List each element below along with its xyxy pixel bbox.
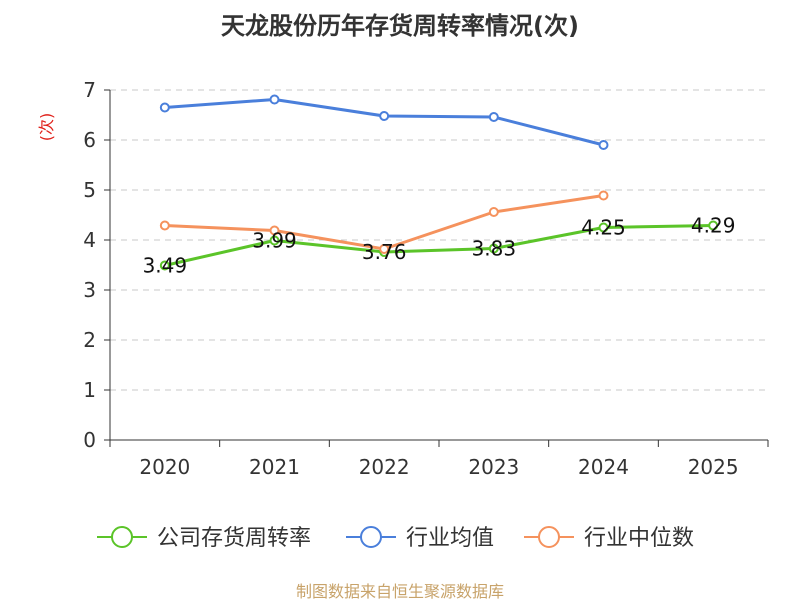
y-axis-label-group: (次) (37, 113, 56, 142)
x-tick-label: 2025 (688, 455, 739, 479)
data-label: 3.99 (252, 229, 297, 253)
y-tick-label: 5 (83, 178, 96, 202)
data-point (269, 94, 280, 105)
y-tick-label: 0 (83, 428, 96, 452)
data-label: 4.29 (691, 214, 736, 238)
y-tick-label: 1 (83, 378, 96, 402)
data-point (269, 225, 280, 236)
data-point (269, 235, 280, 246)
data-point (379, 111, 390, 121)
source-note: 制图数据来自恒生聚源数据库 (295, 582, 504, 601)
data-point (159, 102, 170, 113)
x-tick-label: 2022 (359, 455, 410, 479)
data-point (379, 244, 390, 254)
x-tick-label: 2021 (249, 455, 300, 479)
x-tick-label: 2024 (578, 455, 629, 479)
x-tick-label: 2023 (468, 455, 519, 479)
data-labels-group: 3.49 3.99 3.76 3.83 4.25 4.29 (143, 214, 736, 278)
data-point (708, 220, 719, 231)
legend-swatch-marker (360, 526, 382, 548)
data-label: 3.83 (472, 237, 517, 261)
chart-title: 天龙股份历年存货周转率情况(次) (221, 12, 579, 40)
data-point (598, 140, 609, 150)
y-tick-label: 6 (83, 128, 96, 152)
data-point (159, 260, 170, 271)
series-line (163, 98, 605, 147)
y-tick-label: 3 (83, 278, 96, 302)
y-axis-label: (次) (37, 113, 56, 142)
legend: 公司存货周转率 行业均值 行业中位数 (97, 526, 694, 551)
axes: 0 1 2 3 4 5 6 7 2020 2021 2022 2023 2024 2025 (83, 78, 769, 479)
data-label: 3.76 (362, 240, 407, 264)
data-point (488, 112, 499, 122)
data-label: 3.49 (143, 254, 188, 278)
grid-lines (110, 89, 768, 391)
data-point (598, 190, 609, 201)
legend-label: 公司存货周转率 (157, 526, 311, 551)
series-group (159, 94, 719, 271)
y-tick-label: 7 (83, 78, 96, 102)
legend-label: 行业中位数 (584, 526, 694, 551)
x-tick-label: 2020 (139, 455, 190, 479)
data-point (488, 243, 499, 254)
data-point (488, 207, 499, 217)
data-point (159, 220, 170, 231)
data-point (598, 222, 609, 233)
data-label: 4.25 (581, 216, 626, 240)
legend-swatch-marker (538, 526, 560, 548)
y-tick-label: 2 (83, 328, 96, 352)
legend-swatch-marker (111, 526, 133, 548)
series-line (163, 224, 715, 267)
legend-label: 行业均值 (406, 526, 494, 551)
y-tick-label: 4 (83, 228, 96, 252)
